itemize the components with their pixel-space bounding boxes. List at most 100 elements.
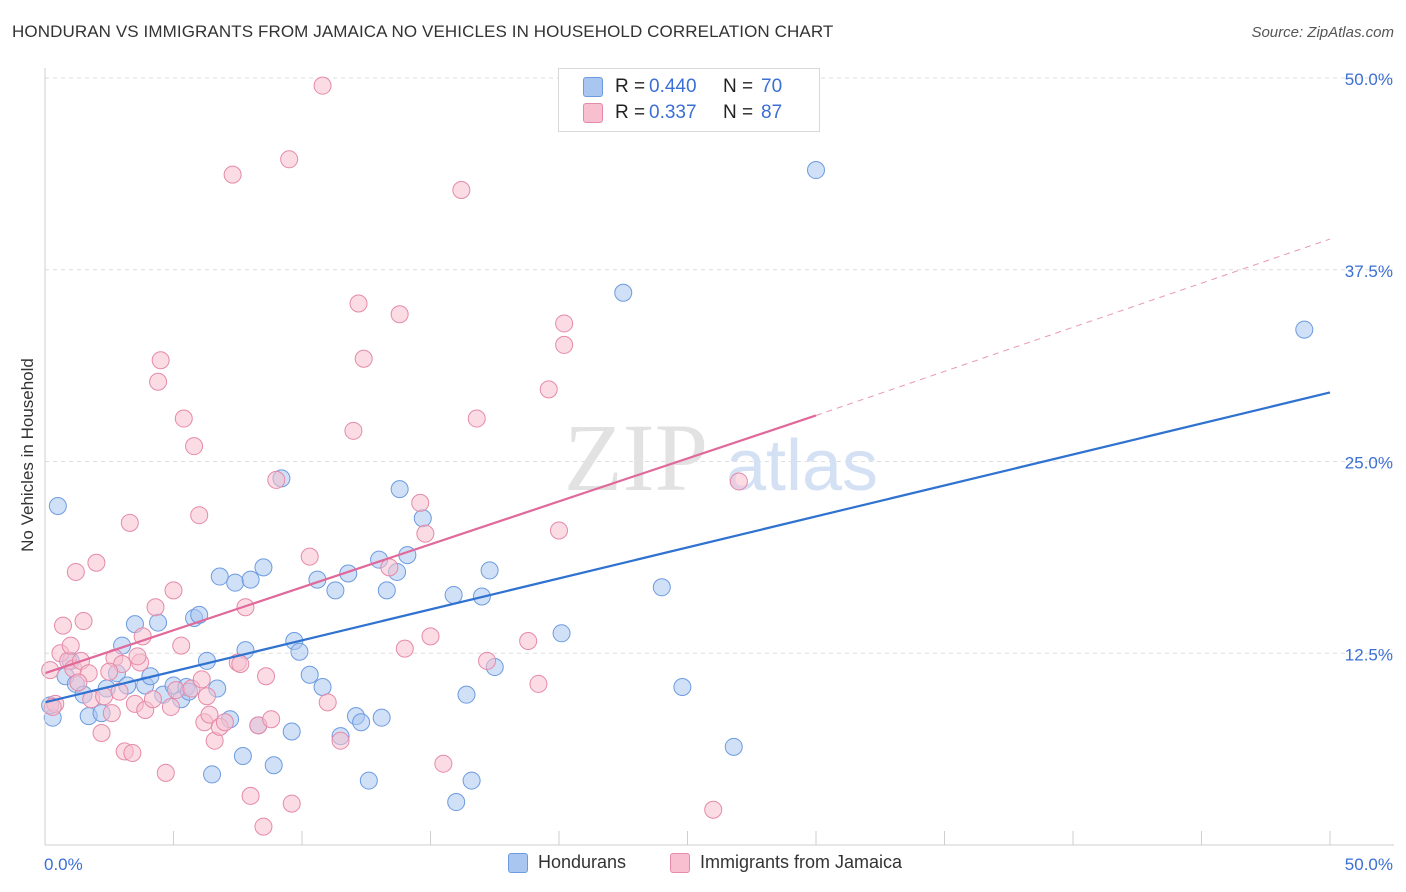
point-hondurans: [413, 509, 432, 528]
point-jamaica: [395, 639, 414, 658]
point-jamaica: [164, 581, 183, 600]
trend-hondurans: [44, 391, 1331, 704]
point-jamaica: [254, 817, 273, 836]
point-hondurans: [1295, 320, 1314, 339]
point-hondurans: [652, 578, 671, 597]
point-hondurans: [372, 708, 391, 727]
point-jamaica: [161, 697, 180, 716]
trend-jamaica: [44, 414, 817, 675]
point-jamaica: [555, 335, 574, 354]
point-jamaica: [257, 667, 276, 686]
point-hondurans: [447, 793, 466, 812]
point-hondurans: [352, 713, 371, 732]
legend-label-hondurans: Hondurans: [538, 852, 627, 872]
x-tick-label: 0.0%: [44, 855, 83, 874]
y-tick-label: 25.0%: [1345, 454, 1393, 473]
point-jamaica: [478, 651, 497, 670]
point-jamaica: [92, 724, 111, 743]
legend-row-hondurans: R = 0.440 N = 70: [583, 74, 782, 100]
point-hondurans: [724, 737, 743, 756]
point-hondurans: [807, 161, 825, 180]
stats-legend: R = 0.440 N = 70 R = 0.337 N = 87: [558, 68, 820, 132]
trend-jamaica-extension: [815, 238, 1331, 416]
point-jamaica: [555, 314, 574, 333]
point-hondurans: [226, 573, 245, 592]
point-jamaica: [416, 524, 435, 543]
legend-item-jamaica: Immigrants from Jamaica: [670, 852, 902, 873]
point-jamaica: [452, 180, 471, 199]
point-jamaica: [434, 754, 453, 773]
point-jamaica: [390, 305, 409, 324]
point-hondurans: [254, 558, 273, 577]
source-label: Source: ZipAtlas.com: [1251, 24, 1394, 41]
point-jamaica: [215, 713, 234, 732]
n-label: N =: [723, 102, 754, 123]
point-jamaica: [421, 627, 440, 646]
point-jamaica: [102, 704, 121, 723]
y-axis-label: No Vehicles in Household: [18, 358, 37, 552]
point-hondurans: [614, 283, 633, 302]
point-hondurans: [149, 613, 168, 632]
point-jamaica: [280, 150, 299, 169]
point-jamaica: [467, 409, 486, 428]
legend-swatch-jamaica: [583, 103, 603, 123]
point-jamaica: [167, 681, 186, 700]
point-jamaica: [110, 682, 129, 701]
legend-row-jamaica: R = 0.337 N = 87: [583, 100, 782, 126]
point-jamaica: [197, 687, 216, 706]
point-jamaica: [53, 616, 72, 635]
point-jamaica: [729, 472, 748, 491]
r-label: R =: [615, 76, 646, 97]
point-hondurans: [377, 581, 396, 600]
point-jamaica: [87, 553, 106, 572]
point-hondurans: [48, 496, 67, 515]
point-jamaica: [241, 786, 260, 805]
point-hondurans: [390, 480, 409, 499]
point-hondurans: [457, 685, 476, 704]
point-hondurans: [290, 642, 309, 661]
r-label: R =: [615, 102, 646, 123]
point-jamaica: [411, 493, 430, 512]
n-value: 87: [761, 102, 783, 123]
point-jamaica: [192, 670, 211, 689]
point-jamaica: [69, 673, 88, 692]
watermark-atlas: atlas: [726, 426, 878, 506]
point-hondurans: [241, 570, 260, 589]
point-jamaica: [149, 372, 168, 391]
point-jamaica: [190, 506, 209, 525]
n-label: N =: [723, 76, 754, 97]
point-jamaica: [231, 654, 250, 673]
point-jamaica: [267, 470, 286, 489]
point-hondurans: [282, 722, 301, 741]
y-tick-label: 12.5%: [1345, 645, 1393, 664]
point-jamaica: [133, 627, 152, 646]
watermark-zip: ZIP: [564, 404, 708, 511]
point-hondurans: [300, 665, 319, 684]
point-jamaica: [128, 647, 147, 666]
point-jamaica: [100, 662, 119, 681]
point-jamaica: [146, 598, 165, 617]
point-jamaica: [539, 380, 558, 399]
point-hondurans: [462, 771, 481, 790]
point-jamaica: [300, 547, 319, 566]
x-tick-label: 50.0%: [1345, 855, 1393, 874]
point-jamaica: [43, 697, 62, 716]
y-tick-label: 37.5%: [1345, 262, 1393, 281]
point-jamaica: [120, 513, 139, 532]
point-hondurans: [264, 756, 283, 775]
point-jamaica: [223, 165, 242, 184]
legend-label-jamaica: Immigrants from Jamaica: [700, 852, 903, 872]
point-jamaica: [550, 521, 568, 540]
point-jamaica: [529, 674, 548, 693]
point-hondurans: [210, 567, 229, 586]
point-jamaica: [313, 76, 332, 95]
point-jamaica: [174, 409, 193, 428]
point-jamaica: [156, 763, 175, 782]
point-jamaica: [380, 558, 399, 577]
point-hondurans: [313, 677, 332, 696]
point-jamaica: [61, 636, 80, 655]
point-jamaica: [172, 636, 191, 655]
n-value: 70: [761, 76, 783, 97]
r-value: 0.440: [649, 76, 697, 97]
